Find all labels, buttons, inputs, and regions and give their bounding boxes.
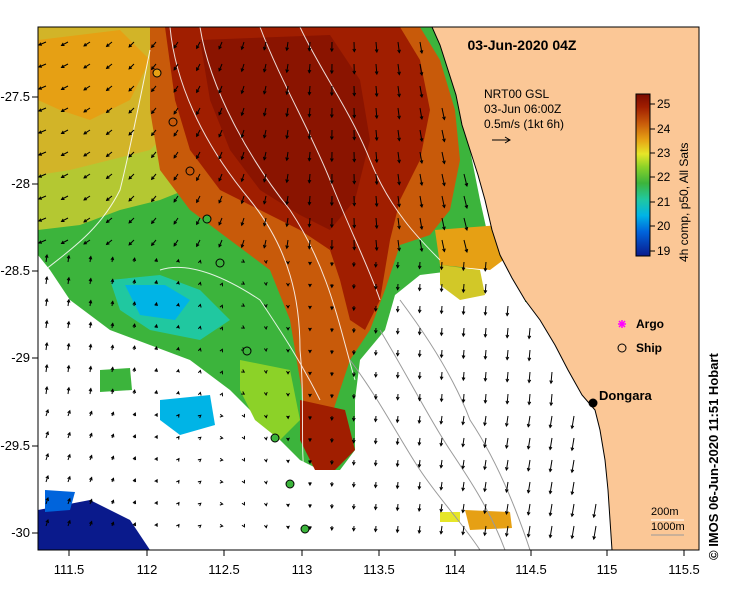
isobath-200m-label: 200m [651, 506, 679, 518]
radar-time: 03-Jun 06:00Z [484, 102, 561, 116]
x-axis-labels: 111.5 112 112.5 113 113.5 114 114.5 115 … [54, 562, 700, 577]
y-tick-label: -28.5 [0, 263, 30, 278]
x-tick-label: 113 [292, 562, 313, 577]
argo-icon [618, 320, 626, 328]
dongara-label: Dongara [599, 388, 653, 403]
y-tick-label: -27.5 [0, 89, 30, 104]
legend-argo-label: Argo [636, 317, 664, 331]
radar-site: NRT00 GSL [484, 87, 549, 101]
colorbar-tick: 25 [657, 97, 671, 111]
y-tick-label: -29.5 [0, 438, 30, 453]
colorbar-tick: 22 [657, 170, 671, 184]
x-tick-label: 114 [445, 562, 466, 577]
colorbar-tick: 19 [657, 244, 671, 258]
colorbar-label: 4h comp, p50, All Sats [677, 143, 691, 262]
y-tick-label: -29 [11, 350, 30, 365]
x-tick-label: 115 [597, 562, 618, 577]
x-tick-label: 112 [137, 562, 158, 577]
dongara-marker-icon [589, 399, 598, 408]
credit-text: © IMOS 06-Jun-2020 11:51 Hobart [706, 353, 721, 560]
x-tick-label: 111.5 [54, 562, 85, 577]
isobath-1000m-label: 1000m [651, 521, 685, 533]
y-axis-labels: -27.5 -28 -28.5 -29 -29.5 -30 [0, 89, 30, 540]
colorbar-tick: 20 [657, 219, 671, 233]
colorbar-tick: 24 [657, 122, 671, 136]
colorbar-tick: 23 [657, 146, 671, 160]
colorbar-tick: 21 [657, 195, 671, 209]
x-tick-label: 114.5 [515, 562, 547, 577]
y-tick-label: -28 [11, 176, 30, 191]
x-tick-label: 115.5 [668, 562, 700, 577]
y-tick-label: -30 [11, 525, 30, 540]
map-title: 03-Jun-2020 04Z [468, 37, 577, 53]
map-plot-area [38, 27, 699, 550]
legend-ship-label: Ship [636, 341, 662, 355]
radar-scale: 0.5m/s (1kt 6h) [484, 117, 564, 131]
x-tick-label: 113.5 [363, 562, 395, 577]
x-tick-label: 112.5 [208, 562, 240, 577]
